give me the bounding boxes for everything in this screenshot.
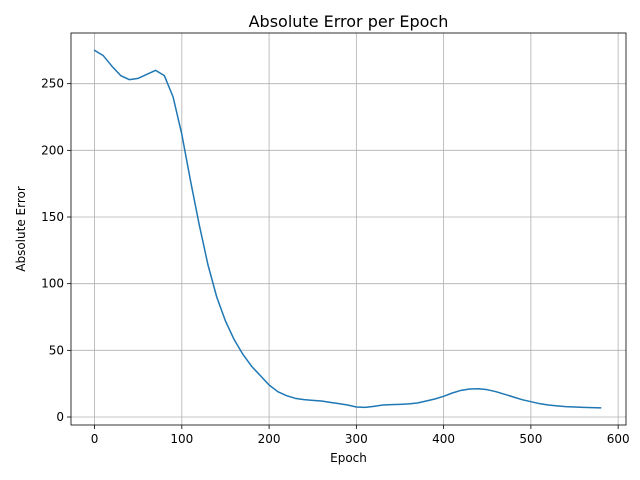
x-tick-label: 600 — [607, 432, 630, 446]
y-tick-label: 250 — [41, 77, 64, 91]
y-tick-label: 150 — [41, 210, 64, 224]
y-tick-label: 0 — [56, 410, 64, 424]
x-tick-label: 100 — [170, 432, 193, 446]
y-tick-label: 100 — [41, 277, 64, 291]
plot-frame — [70, 32, 627, 426]
series-line — [93, 49, 602, 409]
x-tick-label: 0 — [91, 432, 99, 446]
y-tick-label: 50 — [49, 343, 64, 357]
series-layer — [93, 49, 602, 409]
grid — [71, 33, 626, 425]
x-tick-label: 500 — [519, 432, 542, 446]
chart-title: Absolute Error per Epoch — [249, 12, 449, 31]
x-tick-label: 200 — [258, 432, 281, 446]
y-tick-label: 200 — [41, 143, 64, 157]
y-axis-ticks: 0 50 100 150 200 250 — [41, 77, 71, 424]
x-tick-label: 400 — [432, 432, 455, 446]
x-tick-label: 300 — [345, 432, 368, 446]
y-axis-label: Absolute Error — [14, 186, 28, 272]
x-axis-label: Epoch — [330, 451, 367, 465]
plot-area — [71, 33, 626, 425]
x-axis-ticks: 0 100 200 300 400 500 600 — [91, 425, 630, 446]
